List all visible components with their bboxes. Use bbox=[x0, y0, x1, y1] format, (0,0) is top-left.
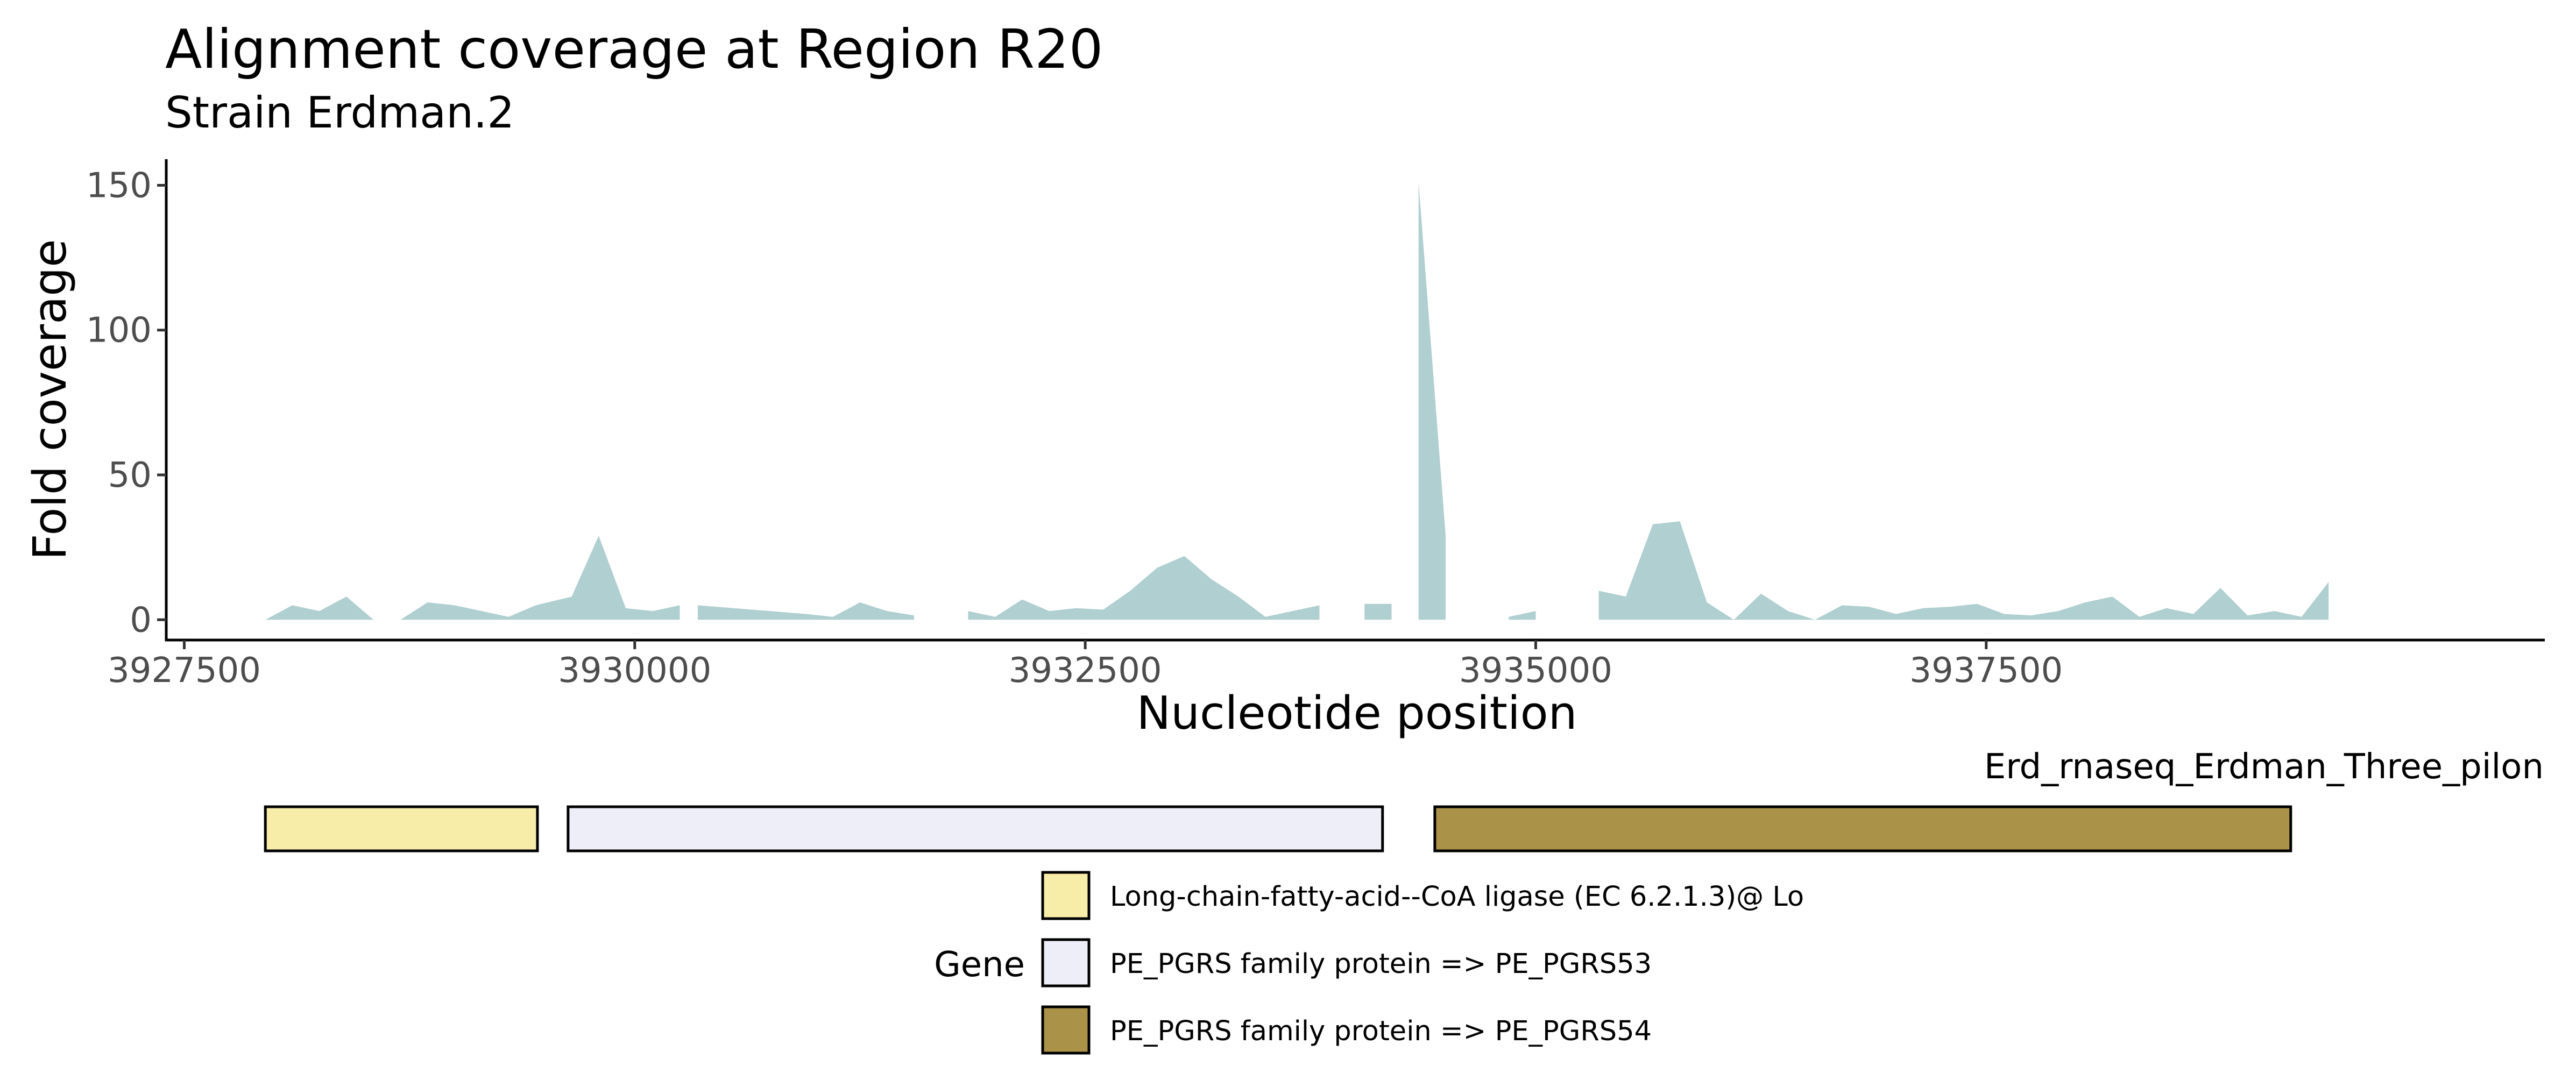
coverage-area-segment-3 bbox=[1364, 603, 1392, 620]
legend-entry-label-0: Long-chain-fatty-acid--CoA ligase (EC 6.… bbox=[1110, 881, 1804, 913]
coverage-area-segment-4 bbox=[1418, 182, 1446, 620]
chart-subtitle: Strain Erdman.2 bbox=[165, 88, 514, 138]
x-axis-ticks: 3927500 3930000 3932500 3935000 3937500 bbox=[108, 640, 2063, 691]
x-axis-label: Nucleotide position bbox=[1137, 687, 1577, 740]
x-tick-label: 3932500 bbox=[1009, 651, 1162, 691]
coverage-area-segment-5 bbox=[1509, 611, 1536, 620]
gene-box-1 bbox=[567, 805, 1384, 852]
y-tick-label: 0 bbox=[130, 600, 152, 640]
coverage-area-layer bbox=[265, 182, 2329, 620]
x-tick-label: 3930000 bbox=[558, 651, 711, 691]
coverage-area-segment-0 bbox=[265, 536, 680, 620]
y-tick-label: 150 bbox=[86, 166, 152, 205]
legend-swatch-1 bbox=[1041, 938, 1091, 987]
title-group: Alignment coverage at Region R20 Strain … bbox=[165, 18, 1103, 138]
gene-box-2 bbox=[1433, 805, 2292, 852]
coverage-area-segment-6 bbox=[1598, 521, 2329, 620]
gene-box-0 bbox=[264, 805, 539, 852]
x-tick-label: 3937500 bbox=[1909, 651, 2063, 691]
coverage-area-segment-2 bbox=[968, 556, 1320, 620]
legend-entries: Long-chain-fatty-acid--CoA ligase (EC 6.… bbox=[1041, 871, 1804, 1055]
x-tick-label: 3927500 bbox=[108, 651, 261, 691]
y-axis-ticks: 0 50 100 150 bbox=[86, 166, 166, 640]
y-tick-label: 50 bbox=[108, 456, 152, 495]
legend-swatch-0 bbox=[1041, 871, 1091, 920]
gene-track-label: Erd_rnaseq_Erdman_Three_pilon bbox=[1984, 747, 2544, 787]
gene-legend: Gene Long-chain-fatty-acid--CoA ligase (… bbox=[934, 871, 1804, 1055]
x-tick-label: 3935000 bbox=[1459, 651, 1612, 691]
legend-entry-label-2: PE_PGRS family protein => PE_PGRS54 bbox=[1110, 1015, 1652, 1047]
y-tick-label: 100 bbox=[86, 311, 152, 351]
legend-entry-label-1: PE_PGRS family protein => PE_PGRS53 bbox=[1110, 948, 1652, 980]
gene-track bbox=[264, 805, 2292, 852]
chart-title: Alignment coverage at Region R20 bbox=[165, 18, 1103, 81]
legend-title: Gene bbox=[934, 945, 1025, 985]
y-axis-label: Fold coverage bbox=[24, 239, 77, 560]
legend-swatch-2 bbox=[1041, 1005, 1091, 1055]
coverage-area-segment-1 bbox=[698, 602, 914, 620]
